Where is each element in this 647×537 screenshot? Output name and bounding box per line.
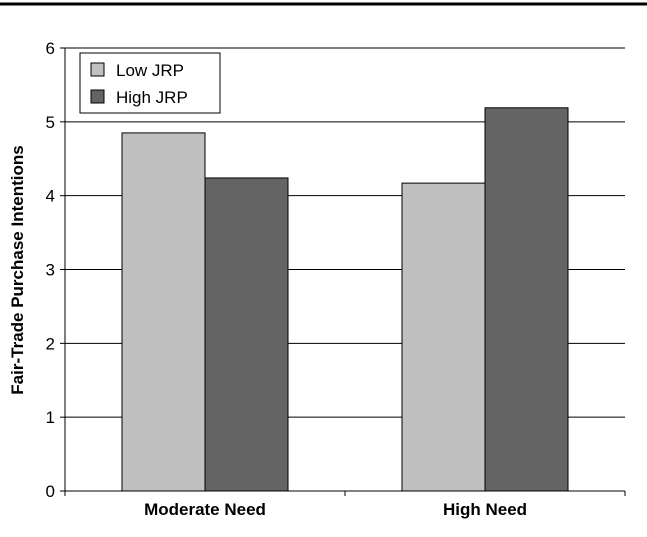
x-category-label: High Need [443,500,527,519]
y-tick-label: 1 [46,408,55,427]
y-tick-label: 3 [46,261,55,280]
y-tick-label: 6 [46,39,55,58]
y-tick-label: 2 [46,334,55,353]
bar-high-jrp-moderate-need [204,177,289,492]
axes [60,47,626,496]
y-axis-title: Fair-Trade Purchase Intentions [8,145,27,394]
legend: Low JRP High JRP [79,52,221,114]
legend-label-high-jrp: High JRP [116,88,188,107]
legend-swatch-high-jrp [90,89,105,104]
y-tick-label: 0 [46,482,55,501]
bars [121,107,569,492]
labels: 0 1 2 3 4 5 6 Moderate Need High Need [46,39,528,519]
x-category-label: Moderate Need [144,500,266,519]
y-tick-label: 5 [46,113,55,132]
bar-high-jrp-high-need [484,107,569,492]
legend-swatch-low-jrp [90,62,105,77]
bar-low-jrp-high-need [401,182,486,492]
bar-low-jrp-moderate-need [121,132,206,492]
y-tick-label: 4 [46,187,55,206]
legend-label-low-jrp: Low JRP [116,61,184,80]
